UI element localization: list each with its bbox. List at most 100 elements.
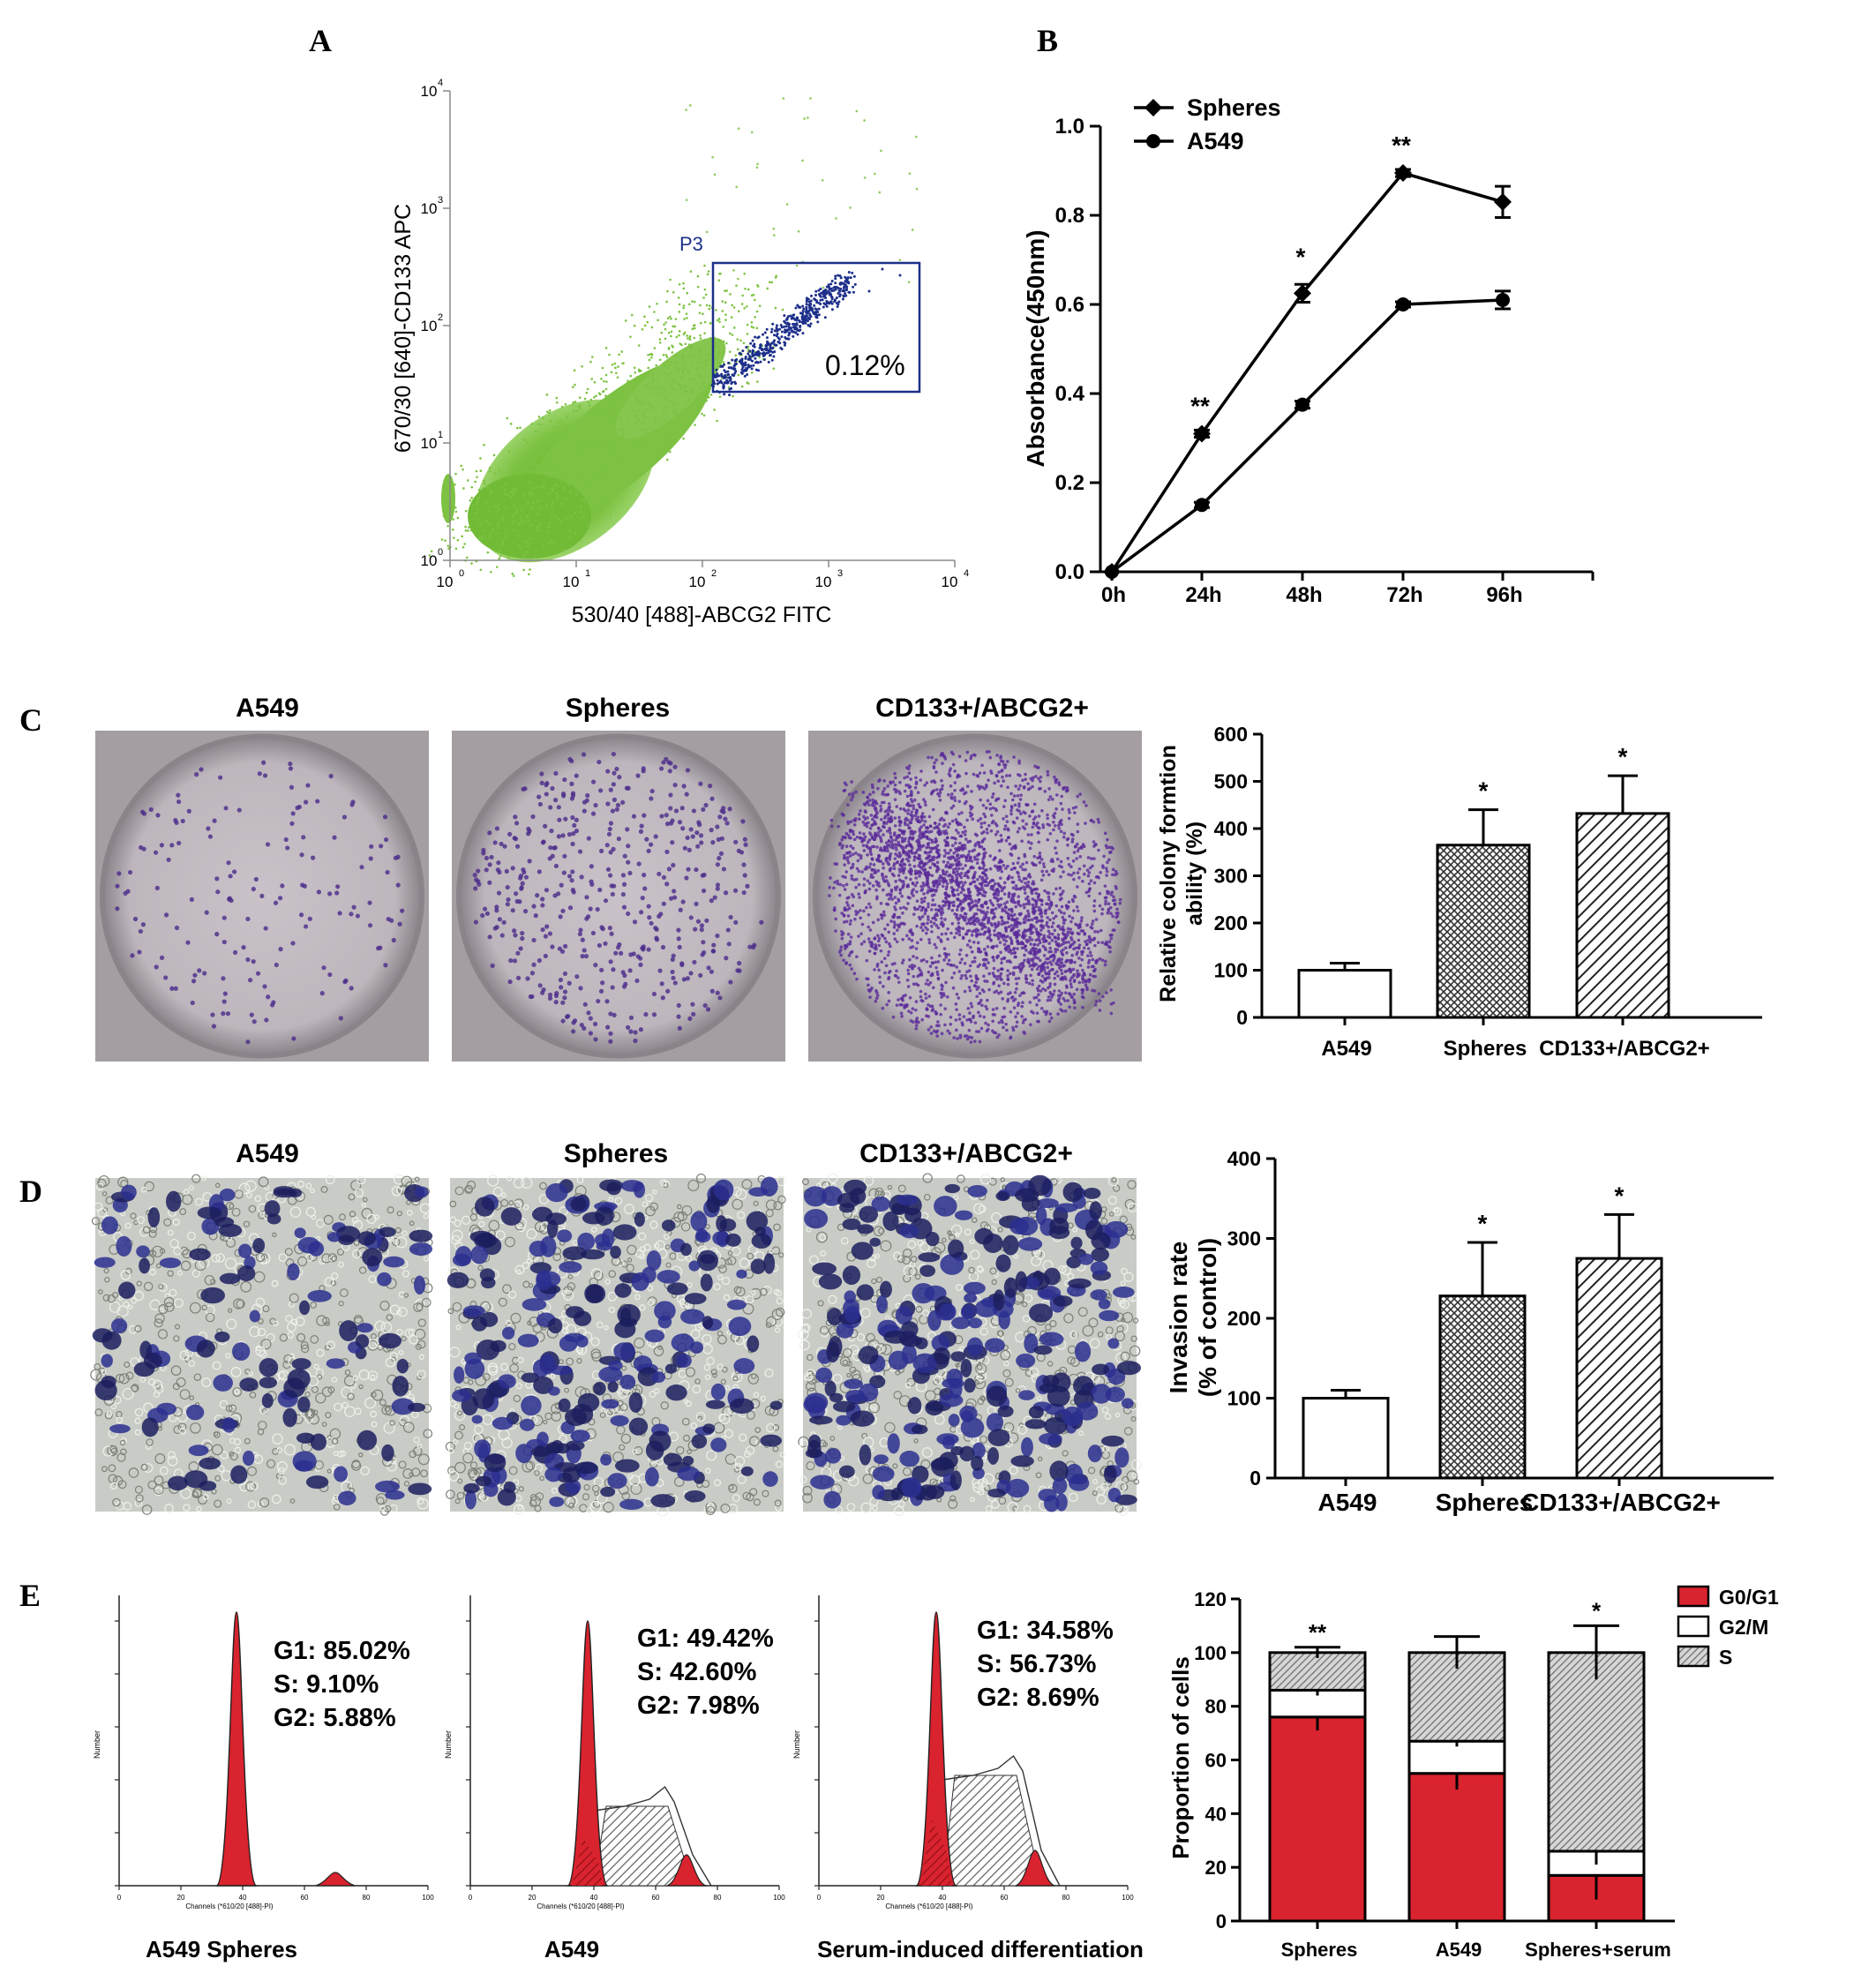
colony	[665, 988, 671, 994]
colony	[982, 855, 986, 859]
colony	[859, 837, 862, 840]
colony	[976, 908, 980, 912]
colony	[1069, 994, 1074, 999]
colony	[901, 994, 905, 998]
scatter-dot	[699, 334, 702, 337]
colony	[1088, 972, 1092, 977]
colony	[950, 921, 955, 926]
scatter-dot	[667, 447, 671, 450]
colony	[914, 1026, 919, 1031]
colony	[840, 933, 844, 937]
scatter-dot	[582, 475, 585, 478]
colony	[737, 960, 742, 966]
colony	[846, 932, 851, 936]
scatter-dot	[489, 469, 492, 473]
x-tick-label: 10	[942, 574, 958, 590]
colony	[1018, 798, 1023, 801]
colony	[982, 948, 987, 951]
scatter-dot	[464, 525, 467, 529]
colony	[981, 861, 986, 866]
colony	[554, 991, 559, 996]
colony	[654, 937, 660, 942]
colony	[884, 874, 888, 879]
colony	[886, 882, 890, 885]
scatter-dot	[702, 381, 705, 385]
colony	[549, 829, 554, 834]
y-tick-exponent: 1	[438, 430, 443, 440]
colony	[857, 852, 860, 857]
colony	[1054, 950, 1057, 954]
colony	[608, 787, 613, 792]
colony	[1082, 946, 1086, 950]
colony	[911, 965, 914, 970]
colony	[327, 891, 333, 897]
colony	[979, 822, 984, 825]
scatter-dot	[641, 327, 644, 331]
colony	[1079, 919, 1084, 923]
colony	[688, 971, 694, 976]
colony	[1005, 820, 1009, 823]
colony	[1054, 823, 1057, 828]
colony	[1072, 851, 1077, 854]
colony	[895, 969, 898, 973]
colony	[1039, 928, 1043, 932]
scatter-dot	[746, 333, 749, 335]
gate-dot	[792, 323, 795, 326]
scatter-dot	[526, 551, 529, 553]
scatter-dot	[592, 414, 596, 416]
colony	[231, 869, 237, 874]
colony	[221, 939, 227, 945]
colony	[854, 877, 859, 882]
gate-dot	[809, 299, 813, 303]
colony	[1054, 904, 1059, 908]
gate-dot	[784, 335, 787, 339]
colony	[1077, 980, 1082, 985]
colony	[632, 919, 638, 925]
y-tick-exponent: 0	[438, 547, 443, 558]
scatter-dot	[625, 382, 628, 386]
colony	[1061, 937, 1064, 942]
scatter-axes: 10 0 10 1 10 2 10 3 10 410 010 110 210 310 4	[421, 78, 970, 590]
colony	[1052, 828, 1055, 832]
scatter-dot	[512, 514, 514, 517]
scatter-dot	[600, 417, 603, 421]
scatter-dot	[651, 379, 654, 383]
colony	[1038, 854, 1042, 859]
colony	[560, 908, 566, 913]
colony	[979, 909, 983, 912]
gate-dot	[853, 282, 857, 286]
colony	[1050, 994, 1054, 999]
colony	[1075, 857, 1078, 860]
colony	[484, 911, 491, 916]
colony	[523, 874, 529, 880]
scatter-dot	[563, 449, 566, 453]
gate-dot	[852, 285, 855, 289]
colony	[547, 856, 552, 861]
colony	[701, 888, 707, 894]
colony	[1056, 933, 1061, 937]
colony	[1092, 904, 1096, 908]
colony	[964, 864, 967, 867]
gate-dot	[784, 328, 787, 332]
colony	[934, 758, 938, 762]
colony	[1002, 817, 1005, 821]
colony	[265, 842, 271, 847]
colony	[982, 771, 987, 775]
colony	[1085, 923, 1089, 927]
scatter-dot	[713, 409, 716, 411]
colony	[883, 809, 888, 814]
colony	[867, 803, 871, 807]
colony	[1021, 1001, 1024, 1005]
colony	[955, 875, 959, 880]
scatter-dot	[526, 514, 529, 518]
colony	[1009, 867, 1014, 872]
gate-dot	[733, 363, 737, 366]
colony	[879, 807, 883, 811]
scatter-dot	[543, 455, 546, 459]
colony	[1108, 905, 1113, 910]
scatter-dot	[612, 465, 616, 468]
colony	[229, 897, 234, 904]
colony	[376, 946, 381, 951]
colony	[1044, 908, 1048, 912]
colony	[1054, 914, 1058, 919]
